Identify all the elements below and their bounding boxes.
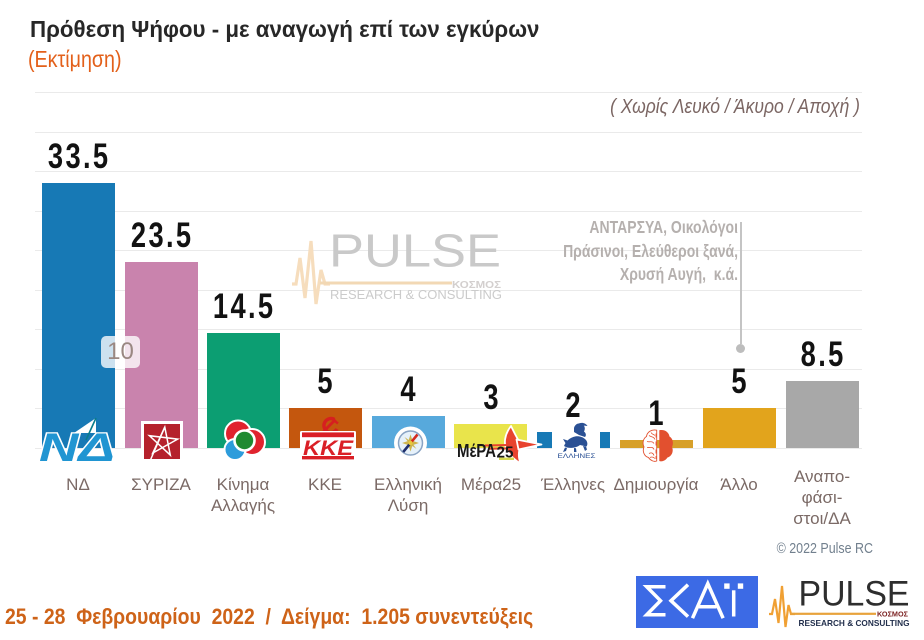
svg-text:25: 25 xyxy=(497,445,514,462)
svg-text:ΚΟΣΜΟΣ: ΚΟΣΜΟΣ xyxy=(877,612,908,619)
svg-text:ΝΔ: ΝΔ xyxy=(39,426,115,465)
svg-text:PULSE: PULSE xyxy=(799,575,910,614)
svg-text:ΕΛΛΗΝΕΣ: ΕΛΛΗΝΕΣ xyxy=(558,453,596,460)
svg-text:ΚΟΣΜΟΣ: ΚΟΣΜΟΣ xyxy=(452,279,501,291)
svg-text:PULSE: PULSE xyxy=(329,225,501,277)
svg-text:ΜέΡΑ: ΜέΡΑ xyxy=(457,441,496,461)
svg-text:RESEARCH & CONSULTING: RESEARCH & CONSULTING xyxy=(799,618,910,628)
svg-text:ΚΚΕ: ΚΚΕ xyxy=(303,437,354,460)
svg-text:RESEARCH & CONSULTING: RESEARCH & CONSULTING xyxy=(330,288,502,302)
